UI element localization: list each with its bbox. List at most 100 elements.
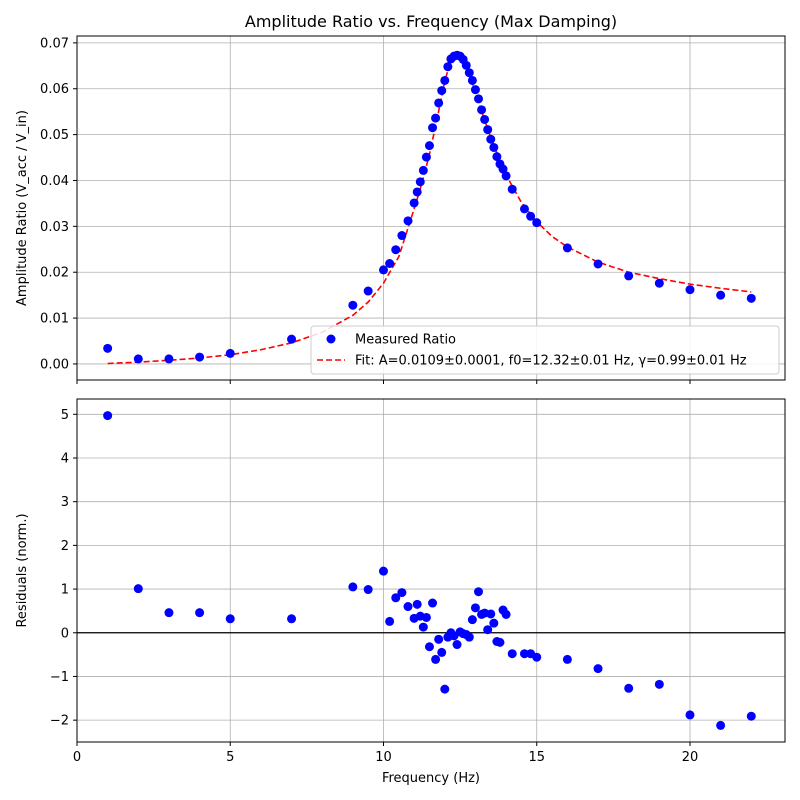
residual-point <box>685 710 695 720</box>
measured-point <box>716 290 726 300</box>
residual-point <box>437 647 447 657</box>
measured-point <box>507 184 517 194</box>
measured-point <box>492 152 502 162</box>
measured-point <box>477 105 487 115</box>
axes-frame <box>76 398 786 743</box>
residual-point <box>391 593 401 603</box>
measured-point <box>363 286 373 296</box>
y-tick-label: 0.06 <box>40 82 69 97</box>
measured-point <box>467 75 477 85</box>
measured-point <box>461 60 471 70</box>
measured-point <box>746 293 756 303</box>
residual-point <box>421 612 431 622</box>
measured-point <box>403 216 413 226</box>
plot-area <box>103 411 756 730</box>
residual-point <box>195 608 205 618</box>
measured-point <box>474 94 484 104</box>
residual-point <box>440 684 450 694</box>
measured-point <box>164 354 174 364</box>
y-tick-label: 0.00 <box>40 357 69 372</box>
measured-point <box>440 75 450 85</box>
y-tick-label: 0.07 <box>40 36 69 51</box>
residual-point <box>495 637 505 647</box>
measured-point <box>470 85 480 95</box>
residual-point <box>397 588 407 598</box>
measured-point <box>464 68 474 78</box>
residual-point <box>467 615 477 625</box>
residual-point <box>624 683 634 693</box>
y-tick-label: −1 <box>50 670 69 685</box>
residual-point <box>225 614 235 624</box>
residual-point <box>287 614 297 624</box>
residual-point <box>489 618 499 628</box>
residual-point <box>474 587 484 597</box>
measured-point <box>103 343 113 353</box>
measured-point <box>348 300 358 310</box>
measured-point <box>287 334 297 344</box>
residual-point <box>378 566 388 576</box>
y-axis-label: Residuals (norm.) <box>15 513 30 627</box>
measured-point <box>418 165 428 175</box>
residuals-panel: 0 5 10 15 20 −2 −1 0 1 2 3 4 5 Frequency (Hz) Residual… <box>15 398 786 786</box>
y-tick-label: 0.02 <box>40 266 69 281</box>
residual-point <box>746 711 756 721</box>
y-tick-label: 0.04 <box>40 174 69 189</box>
residual-point <box>501 609 511 619</box>
measured-point <box>378 265 388 275</box>
residual-point <box>486 609 496 619</box>
residual-point <box>363 585 373 595</box>
measured-point <box>483 125 493 135</box>
y-tick-label: 0.01 <box>40 312 69 327</box>
measured-point <box>624 271 634 281</box>
y-tick-label: 1 <box>61 583 69 598</box>
axes-frame <box>76 35 786 381</box>
x-axis-label: Frequency (Hz) <box>382 771 480 786</box>
residual-point <box>412 599 422 609</box>
residual-point <box>654 679 664 689</box>
residual-point <box>483 625 493 635</box>
residual-point <box>424 642 434 652</box>
measured-point <box>489 142 499 152</box>
measured-point <box>133 354 143 364</box>
residual-point <box>164 608 174 618</box>
residual-point <box>428 598 438 608</box>
measured-point <box>480 114 490 124</box>
residual-point <box>593 664 603 674</box>
residual-point <box>403 602 413 612</box>
residual-point <box>434 634 444 644</box>
measured-point <box>501 171 511 181</box>
residual-point <box>103 411 113 421</box>
residual-point <box>133 584 143 594</box>
measured-point <box>593 259 603 269</box>
measured-point <box>498 164 508 174</box>
y-tick-label: 0.03 <box>40 220 69 235</box>
residual-point <box>431 654 441 664</box>
measured-point <box>415 177 425 187</box>
measured-point <box>424 141 434 151</box>
residual-point <box>452 640 462 650</box>
fit-curve <box>107 54 752 365</box>
measured-point <box>526 211 536 221</box>
x-tick-label: 10 <box>375 750 392 765</box>
residual-point <box>507 649 517 659</box>
residual-point <box>418 622 428 632</box>
measured-point <box>195 352 205 362</box>
legend-label-measured: Measured Ratio <box>355 333 456 348</box>
measured-point <box>385 258 395 268</box>
measured-point <box>519 204 529 214</box>
residual-point <box>716 720 726 730</box>
measured-point <box>421 152 431 162</box>
residual-point <box>464 632 474 642</box>
measured-point <box>409 198 419 208</box>
y-tick-label: 0 <box>61 626 69 641</box>
residual-point <box>470 603 480 613</box>
y-tick-label: 4 <box>61 451 69 466</box>
x-tick-label: 5 <box>226 750 234 765</box>
measured-point <box>412 187 422 197</box>
y-tick-label: 0.05 <box>40 128 69 143</box>
measured-point <box>685 285 695 295</box>
y-tick-label: 3 <box>61 495 69 510</box>
measured-point <box>431 113 441 123</box>
x-tick-label: 0 <box>73 750 81 765</box>
